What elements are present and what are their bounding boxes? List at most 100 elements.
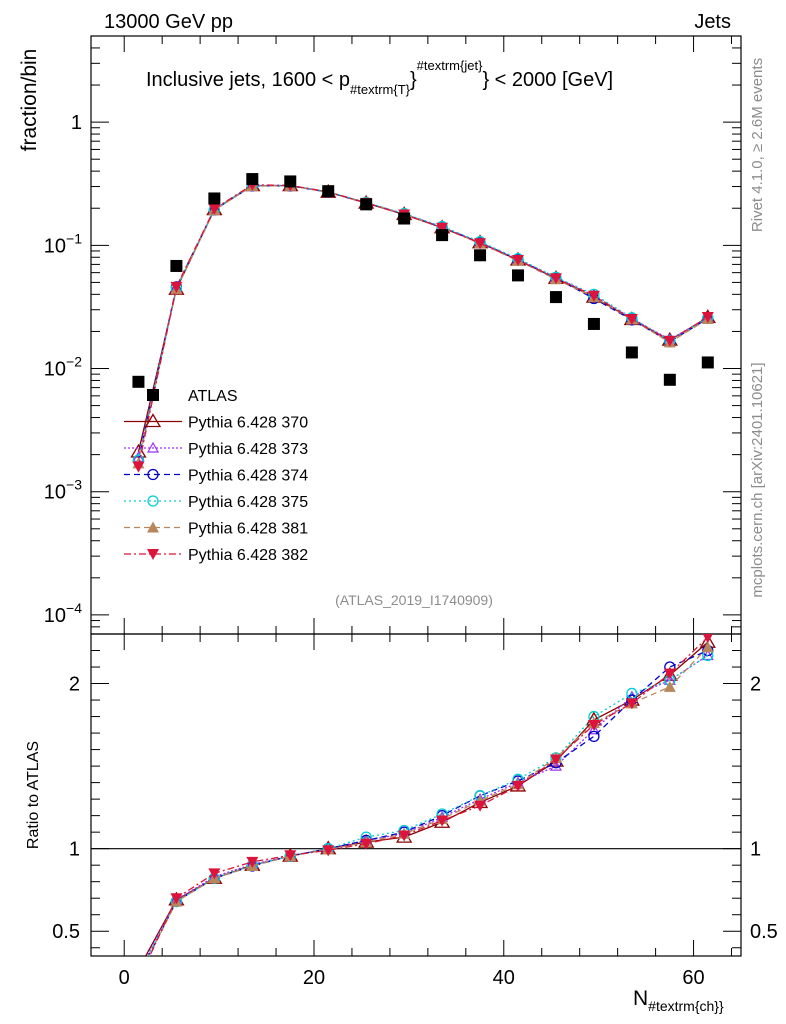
tick-label-exponent: −3 [66,477,82,493]
ratio-series-5-point [512,780,525,792]
main-series-5-point [170,281,183,293]
atlas-data-point [625,346,638,359]
tick-label-base: 10 [44,359,66,381]
tick-label-base: 10 [44,605,66,627]
ratio-series-line-4 [148,646,709,956]
atlas-data-point [360,198,373,211]
ratio-frame [90,633,742,957]
main-y-axis-label: fraction/bin [18,49,41,152]
legend-label: Pythia 6.428 373 [188,441,308,458]
legend-label: ATLAS [188,388,238,405]
main-series-line-5 [137,184,709,467]
ratio-series-5-point [474,800,487,812]
title-part-mid: } [410,69,417,91]
atlas-data-point [322,185,335,198]
x-axis-label: N#textrm{ch}} [633,987,724,1014]
main-series-5-point [436,222,449,234]
ratio-series-1-point [587,723,600,735]
atlas-data-point [474,249,487,262]
main-y-tick-labels: 110−110−210−310−4 [44,112,82,627]
atlas-data-point [512,269,525,282]
main-series-5-point [474,238,487,250]
ratio-series-5-point [702,634,713,644]
main-y-tick-label: 1 [71,112,82,134]
header-process-label: Jets [694,11,731,33]
legend-label: Pythia 6.428 375 [188,494,308,511]
ratio-series-5-point [360,838,373,850]
ratio-series-5-point [625,698,638,710]
ratio-series-5-point [246,856,259,868]
main-series-5-point [663,335,676,347]
ratio-series-5-point [284,850,297,862]
main-series-5-point [625,314,638,326]
main-y-tick-label: 10−2 [44,354,82,381]
legend-label: Pythia 6.428 382 [188,547,308,564]
x-axis-label-sub: #textrm{ch}} [648,998,724,1014]
ratio-series-5-point [663,668,676,680]
ratio-series-5-point [436,815,449,827]
ratio-series-1-point [549,759,562,771]
ratio-y-tick-label-left: 2 [69,674,80,696]
atlas-data-point [132,375,145,388]
legend-marker [144,413,162,428]
main-frame [90,35,742,635]
legend-marker [146,441,160,453]
legend-label: Pythia 6.428 374 [188,468,308,485]
ratio-y-tick-label-left: 1 [69,839,80,861]
rivet-version-label: Rivet 4.1.0, ≥ 2.6M events [749,58,766,232]
ratio-series-4-point [701,641,714,653]
legend: ATLAS Pythia 6.428 370 Pythia 6.428 373 Pyt… [124,388,308,564]
atlas-data-point [170,259,183,272]
atlas-data-point [208,192,221,205]
ratio-series-line-5 [149,636,709,956]
title-part-a: Inclusive jets, 1600 < p [146,69,350,91]
ratio-series-4-point [663,680,676,692]
legend-marker [147,495,159,507]
atlas-data-point [284,175,297,188]
legend-label: Pythia 6.428 370 [188,415,308,432]
legend-label: Pythia 6.428 381 [188,521,308,538]
ratio-series-2-point [588,730,600,743]
ratio-panel: 0.5 0.51 12 20 20 40 60 Ratio to ATLAS N#textr… [25,633,778,1014]
ratio-series-5-point [322,845,335,857]
x-tick-label: 0 [119,967,130,989]
main-series-5-point [587,290,600,302]
legend-marker [147,521,159,533]
ratio-y-axis-label: Ratio to ATLAS [25,741,42,849]
ratio-series-line-2 [147,649,709,956]
legend-marker [147,389,159,401]
tick-label-exponent: −2 [66,354,82,370]
atlas-data-point [701,356,714,369]
analysis-watermark: (ATLAS_2019_I1740909) [335,592,493,608]
atlas-data-point [436,229,449,242]
main-series-line-0 [137,184,709,453]
legend-marker [147,549,159,560]
atlas-data-point [398,212,411,225]
x-axis-label-main: N [633,987,648,1010]
ratio-series-line-0 [144,641,709,956]
main-series-5-point [512,254,525,266]
main-series-5-point [549,273,562,285]
ratio-tick-labels: 0.5 0.51 12 20 20 40 60 [52,674,778,989]
title-part-sub: #textrm{T} [350,82,411,97]
ratio-axis-ticks [91,634,741,956]
atlas-data-point [663,373,676,386]
atlas-data-point [246,173,259,186]
ratio-y-tick-label-right: 1 [750,839,761,861]
ratio-series-5-point [587,719,600,731]
x-tick-label: 40 [493,967,515,989]
ratio-series-line-1 [146,654,709,956]
ratio-series-group [144,634,716,956]
ratio-y-tick-label-right: 0.5 [750,921,778,943]
title-part-end: } < 2000 [GeV] [482,69,613,91]
main-title: Inclusive jets, 1600 < p#textrm{T}}#text… [146,58,613,97]
ratio-series-5-point [549,754,562,766]
main-series-5-point [132,461,145,473]
ratio-series-5-point [398,830,411,842]
tick-label-base: 10 [44,482,66,504]
ratio-series-5-point [208,868,221,880]
main-series-group [130,173,716,473]
x-tick-label: 20 [303,967,325,989]
main-series-5-point [208,203,221,215]
